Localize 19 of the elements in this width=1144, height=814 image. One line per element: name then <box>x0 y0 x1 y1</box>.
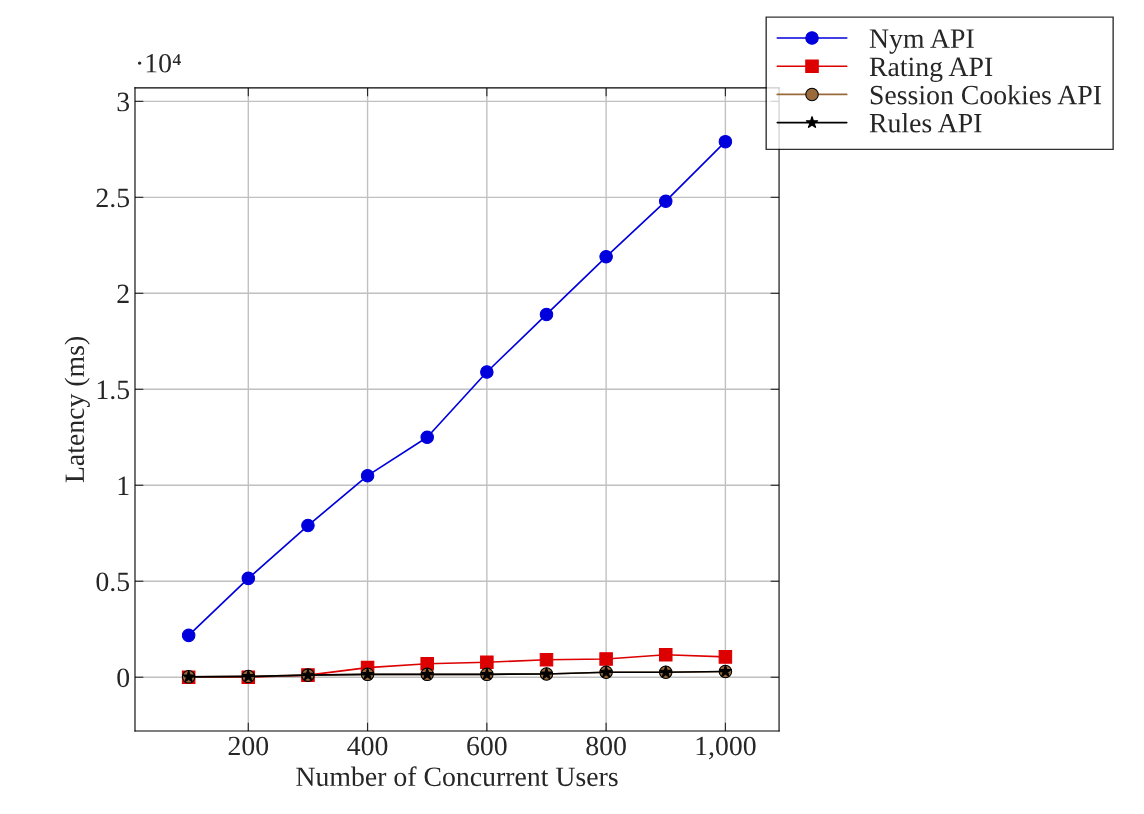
y-axis-title: Latency (ms) <box>64 337 90 483</box>
legend-label: Rating API <box>869 57 993 82</box>
x-axis-title: Number of Concurrent Users <box>296 766 618 787</box>
legend-label: Session Cookies API <box>870 84 1102 105</box>
x-tick-label: 200 <box>228 736 269 756</box>
y-tick-label: 2.5 <box>96 188 130 208</box>
y-tick-label: 1.5 <box>97 380 130 400</box>
legend-label: Rules API <box>869 113 982 133</box>
y-tick-label: 3 <box>117 92 130 112</box>
text: ·10⁴ <box>137 53 181 73</box>
y-tick-label: 2 <box>117 284 129 303</box>
legend-label: Nym API <box>869 29 974 54</box>
x-tick-label: 1,000 <box>696 736 756 760</box>
y-tick-label: 1 <box>118 476 129 495</box>
x-tick-label: 800 <box>586 736 626 756</box>
y-tick-label: 0.5 <box>96 572 130 592</box>
x-tick-label: 600 <box>467 736 507 756</box>
y-tick-label: 0 <box>117 668 130 688</box>
x-tick-label: 400 <box>347 736 388 756</box>
